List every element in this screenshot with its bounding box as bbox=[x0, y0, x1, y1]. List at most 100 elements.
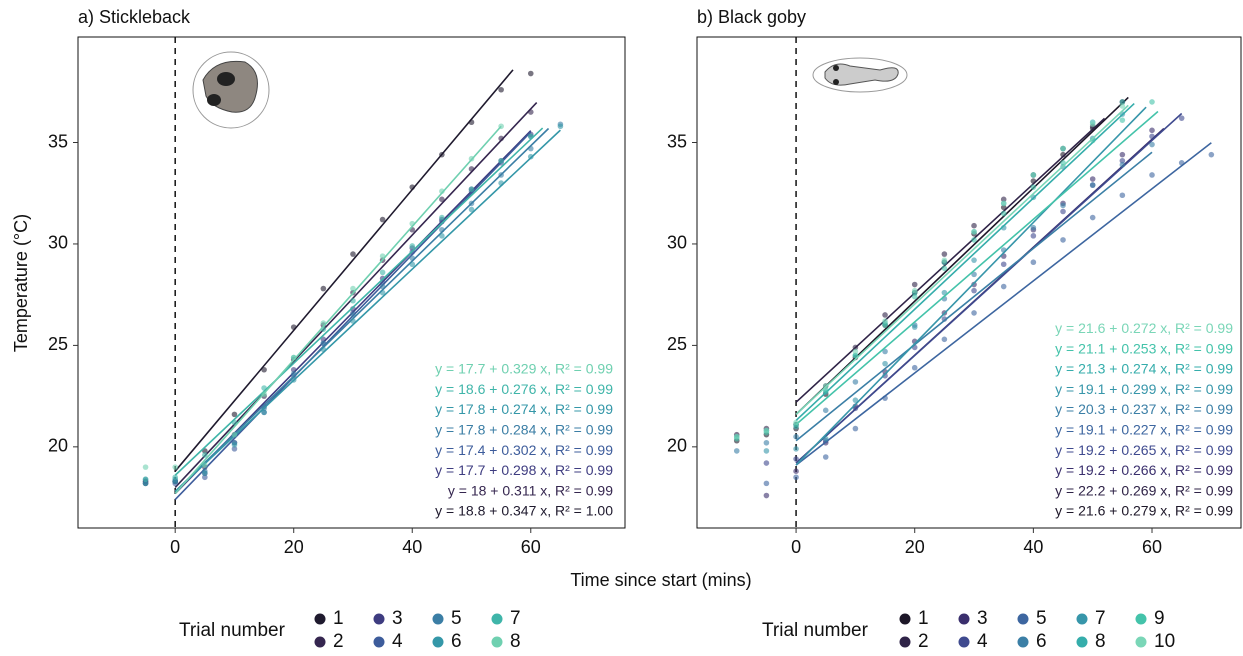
data-point bbox=[733, 433, 740, 440]
data-point bbox=[1119, 192, 1126, 199]
legend-label: 5 bbox=[451, 608, 462, 629]
y-tick-label: 30 bbox=[667, 233, 687, 253]
data-point bbox=[1149, 141, 1155, 148]
data-point bbox=[261, 409, 267, 416]
y-tick-label: 35 bbox=[667, 131, 687, 151]
x-tick-label: 40 bbox=[402, 537, 422, 557]
legend-label: 8 bbox=[510, 631, 521, 652]
fit-equation: y = 17.7 + 0.298 x, R² = 0.99 bbox=[435, 462, 613, 478]
data-point bbox=[1149, 99, 1155, 105]
y-tick-label: 20 bbox=[48, 436, 68, 456]
data-point bbox=[202, 452, 208, 458]
data-point bbox=[1119, 162, 1126, 168]
legend-swatch bbox=[1017, 636, 1029, 648]
fit-equation: y = 19.1 + 0.299 x, R² = 0.99 bbox=[1055, 381, 1233, 397]
fit-line bbox=[795, 104, 1129, 415]
fit-line bbox=[174, 69, 514, 472]
fit-line bbox=[795, 151, 1153, 442]
data-point bbox=[971, 228, 977, 235]
trial-series bbox=[763, 151, 1215, 487]
data-point bbox=[852, 425, 859, 432]
data-point bbox=[1208, 151, 1215, 158]
data-point bbox=[409, 243, 416, 249]
x-tick-label: 0 bbox=[791, 537, 801, 557]
data-point bbox=[231, 446, 238, 452]
legend-label: 3 bbox=[392, 608, 403, 629]
fit-line bbox=[795, 96, 1129, 415]
x-tick-label: 40 bbox=[1023, 537, 1043, 557]
data-point bbox=[793, 468, 799, 474]
data-point bbox=[468, 186, 475, 192]
data-point bbox=[763, 427, 770, 434]
data-point bbox=[498, 157, 504, 164]
trial-series bbox=[733, 103, 1126, 440]
goby-icon bbox=[812, 57, 908, 93]
y-tick-label: 35 bbox=[48, 131, 68, 151]
x-axis-label: Time since start (mins) bbox=[570, 570, 751, 590]
legend-swatch bbox=[314, 613, 326, 625]
data-point bbox=[911, 324, 918, 330]
data-point bbox=[1030, 259, 1037, 266]
data-point bbox=[793, 456, 799, 462]
x-tick-label: 0 bbox=[170, 537, 180, 557]
fit-line bbox=[795, 110, 1159, 426]
data-point bbox=[911, 293, 918, 300]
fit-line bbox=[795, 142, 1212, 466]
data-point bbox=[439, 233, 445, 239]
plot-frame bbox=[696, 36, 1242, 529]
data-point bbox=[793, 446, 799, 452]
data-point bbox=[882, 312, 888, 318]
data-point bbox=[971, 237, 977, 243]
fit-equation: y = 21.1 + 0.253 x, R² = 0.99 bbox=[1055, 340, 1233, 356]
data-point bbox=[911, 287, 918, 294]
data-point bbox=[1000, 283, 1007, 290]
legend-swatch bbox=[1076, 613, 1088, 625]
fit-equation: y = 19.2 + 0.266 x, R² = 0.99 bbox=[1055, 462, 1233, 478]
data-point bbox=[882, 318, 888, 324]
data-point bbox=[172, 474, 178, 481]
data-point bbox=[971, 257, 977, 263]
data-point bbox=[793, 474, 799, 481]
legend-label: 8 bbox=[1095, 631, 1106, 652]
data-point bbox=[1060, 208, 1066, 215]
data-point bbox=[1149, 133, 1155, 140]
data-point bbox=[971, 287, 977, 294]
data-point bbox=[882, 322, 888, 328]
data-point bbox=[202, 462, 208, 468]
data-point bbox=[379, 216, 386, 223]
data-point bbox=[911, 281, 918, 288]
data-point bbox=[1149, 172, 1155, 178]
data-point bbox=[1089, 182, 1096, 188]
fit-equation: y = 19.2 + 0.265 x, R² = 0.99 bbox=[1055, 442, 1233, 458]
fit-equation: y = 18.6 + 0.276 x, R² = 0.99 bbox=[435, 381, 613, 397]
data-point bbox=[320, 340, 327, 347]
legend-label: 3 bbox=[977, 608, 988, 629]
data-point bbox=[350, 251, 356, 257]
legend-swatch bbox=[432, 636, 444, 648]
data-point bbox=[202, 474, 208, 481]
fit-line bbox=[795, 102, 1135, 422]
fit-line bbox=[174, 129, 561, 493]
y-tick-label: 20 bbox=[667, 436, 687, 456]
data-point bbox=[231, 442, 238, 448]
legend-swatch bbox=[1076, 636, 1088, 648]
stickleback-icon bbox=[192, 51, 270, 129]
legend-label: 2 bbox=[918, 631, 929, 652]
legend-swatch bbox=[1017, 613, 1029, 625]
legend-swatch bbox=[899, 613, 911, 625]
x-tick-label: 60 bbox=[521, 537, 541, 557]
legend-swatch bbox=[373, 613, 385, 625]
data-point bbox=[882, 360, 888, 367]
x-tick-label: 60 bbox=[1142, 537, 1162, 557]
data-point bbox=[1030, 233, 1037, 239]
data-point bbox=[822, 454, 829, 460]
data-point bbox=[1119, 157, 1126, 164]
legend-swatch bbox=[491, 636, 503, 648]
legend-label: 7 bbox=[510, 608, 521, 629]
legend-label: 4 bbox=[977, 631, 988, 652]
legend-swatch bbox=[314, 636, 326, 648]
data-point bbox=[941, 257, 948, 263]
data-point bbox=[1030, 184, 1037, 190]
data-point bbox=[882, 348, 888, 355]
data-point bbox=[1030, 224, 1037, 231]
